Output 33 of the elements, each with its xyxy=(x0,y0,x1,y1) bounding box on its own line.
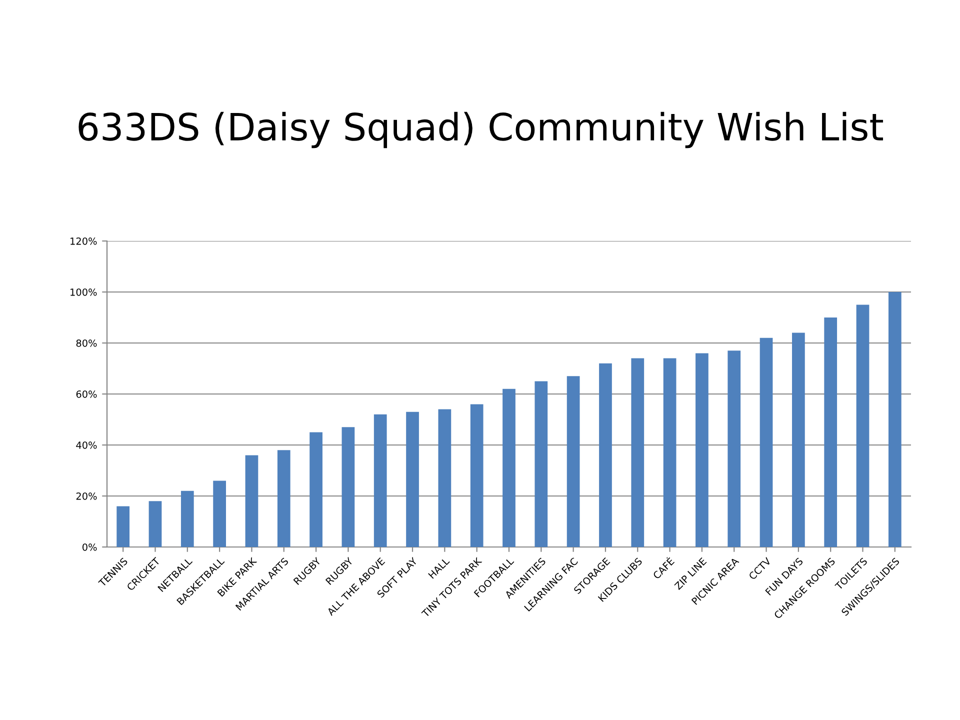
bar xyxy=(728,350,741,547)
bar xyxy=(213,480,226,547)
bar xyxy=(374,414,387,547)
bar xyxy=(406,412,419,547)
bar xyxy=(599,363,612,547)
bar xyxy=(470,404,484,547)
bar xyxy=(856,304,870,547)
bar xyxy=(180,490,194,547)
bar xyxy=(342,427,355,547)
y-tick-label: 20% xyxy=(76,492,97,500)
bar xyxy=(792,332,805,547)
y-tick-label: 40% xyxy=(76,441,97,449)
y-tick-label: 0% xyxy=(82,543,97,551)
bar xyxy=(663,358,676,547)
y-tick-label: 80% xyxy=(76,339,97,347)
y-tick-label: 120% xyxy=(70,237,97,245)
bar xyxy=(438,409,452,547)
bar xyxy=(502,388,516,547)
bar xyxy=(631,358,644,547)
bar xyxy=(696,353,708,547)
bar xyxy=(888,292,902,547)
bar xyxy=(277,450,290,547)
bar xyxy=(310,432,322,547)
bar xyxy=(566,376,580,547)
y-tick-label: 100% xyxy=(70,288,97,296)
bar xyxy=(245,455,258,547)
bar xyxy=(116,506,130,547)
bar xyxy=(148,501,162,547)
chart-title: 633DS (Daisy Squad) Community Wish List xyxy=(78,112,884,148)
bar xyxy=(824,318,838,547)
y-tick-label: 60% xyxy=(76,390,97,398)
bar xyxy=(534,381,548,547)
bar xyxy=(760,338,773,547)
